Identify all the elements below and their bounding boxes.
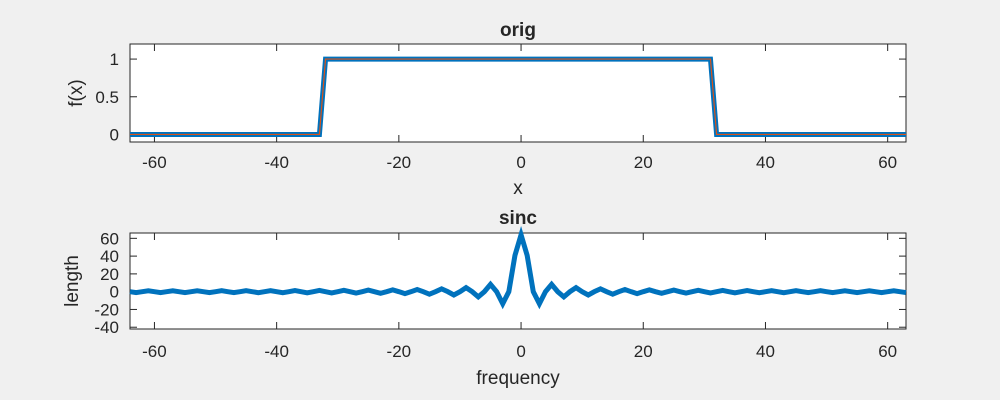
ylabel-orig: f(x): [66, 79, 87, 106]
title-orig: orig: [500, 20, 536, 41]
series-overlay-line-orig-0: [130, 58, 906, 136]
xtick-label-sinc-2: -20: [387, 342, 412, 361]
ytick-label-orig-2: 1: [110, 50, 119, 69]
ytick-label-orig-1: 0.5: [95, 88, 119, 107]
series-orig: [130, 56, 906, 137]
xtick-label-sinc-1: -40: [264, 342, 289, 361]
xtick-label-orig-1: -40: [264, 153, 289, 172]
ytick-label-orig-0: 0: [110, 125, 119, 144]
axes-orig: orig x f(x) -60 -40 -20 0 20 40 60 0 0.5 1: [66, 20, 907, 199]
xtick-label-sinc-4: 20: [634, 342, 653, 361]
xtick-label-orig-6: 60: [878, 153, 897, 172]
ytick-label-sinc-5: 60: [100, 229, 119, 248]
ytick-label-sinc-2: 0: [110, 283, 119, 302]
xtick-label-orig-3: 0: [516, 153, 525, 172]
xtick-label-sinc-6: 60: [878, 342, 897, 361]
ytick-label-sinc-0: -40: [94, 318, 119, 337]
xlabel-orig: x: [513, 178, 523, 199]
axes-sinc: sinc frequency length -60 -40 -20 0 20 40 60-4…: [62, 208, 907, 389]
xtick-label-orig-4: 20: [634, 153, 653, 172]
xlabel-sinc: frequency: [476, 368, 560, 389]
xtick-label-sinc-3: 0: [516, 342, 525, 361]
ylabel-sinc: length: [62, 255, 83, 307]
xtick-label-orig-2: -20: [387, 153, 412, 172]
xtick-label-orig-5: 40: [756, 153, 775, 172]
ytick-label-sinc-3: 20: [100, 265, 119, 284]
xtick-label-orig-0: -60: [142, 153, 167, 172]
ticks-orig: -60 -40 -20 0 20 40 60 0 0.5 1: [95, 44, 906, 172]
title-sinc: sinc: [499, 208, 537, 229]
ytick-label-sinc-1: -20: [94, 300, 119, 319]
xtick-label-sinc-0: -60: [142, 342, 167, 361]
xtick-label-sinc-5: 40: [756, 342, 775, 361]
ytick-label-sinc-4: 40: [100, 247, 119, 266]
series-sinc: [129, 225, 907, 310]
series-line-sinc-0: [129, 225, 907, 310]
